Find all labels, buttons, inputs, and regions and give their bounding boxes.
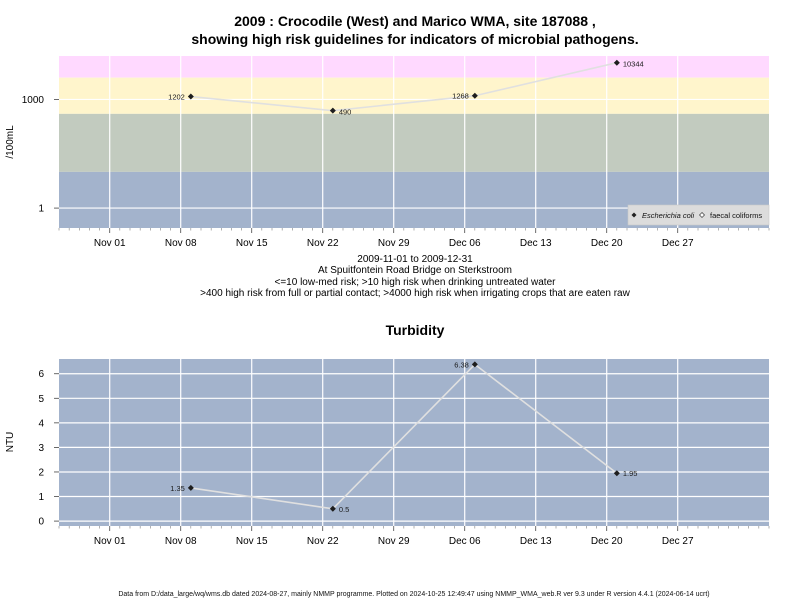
chart1-y-tick-label: 1 xyxy=(38,204,44,215)
chart1-legend: Escherichia coli faecal coliforms xyxy=(627,204,770,226)
risk-band-0 xyxy=(59,56,769,78)
turbidity-point xyxy=(187,484,194,491)
turbidity-line xyxy=(190,363,618,510)
turbidity-point xyxy=(471,361,478,368)
legend-ecoli-label: Escherichia coli xyxy=(642,211,694,220)
chart1-title-line2: showing high risk guidelines for indicat… xyxy=(191,31,638,47)
turbidity-data-label: 1.35 xyxy=(170,484,185,493)
chart2-y-axis-label: NTU xyxy=(5,432,16,453)
chart2-y-tick-label: 1 xyxy=(38,492,44,503)
ecoli-data-label: 1202 xyxy=(168,93,185,102)
chart1-x-tick-label: Nov 22 xyxy=(307,238,339,249)
chart2-background xyxy=(59,359,769,526)
chart2-x-tick-label: Nov 01 xyxy=(94,536,126,547)
risk-bands xyxy=(59,56,769,228)
turbidity-chart: 1.35 0.5 6.38 1.95 Nov 01 Nov 08 Nov 15 Nov 22… xyxy=(5,359,770,547)
chart2-x-tick-label: Dec 06 xyxy=(449,536,481,547)
ecoli-chart: 1202 490 1268 10344 Nov 01 Nov 08 Nov 15 Nov 2… xyxy=(5,56,770,249)
chart1-y-axis-label: /100mL xyxy=(5,125,16,159)
chart2-title: Turbidity xyxy=(386,322,445,338)
chart2-y-tick-label: 4 xyxy=(38,418,44,429)
ecoli-point xyxy=(471,92,478,99)
chart1-axes: Nov 01 Nov 08 Nov 15 Nov 22 Nov 29 Dec 06 Dec … xyxy=(22,95,770,249)
turbidity-data-label: 1.95 xyxy=(623,469,638,478)
chart2-x-tick-label: Dec 13 xyxy=(520,536,552,547)
chart2-x-tick-label: Nov 29 xyxy=(378,536,410,547)
ecoli-data-label: 10344 xyxy=(623,60,644,69)
turbidity-point xyxy=(329,505,336,512)
turbidity-data-label: 0.5 xyxy=(339,505,349,514)
chart1-x-tick-label: Dec 13 xyxy=(520,238,552,249)
chart1-x-tick-label: Dec 06 xyxy=(449,238,481,249)
risk-band-2 xyxy=(59,113,769,172)
chart2-y-tick-label: 6 xyxy=(38,369,44,380)
chart1-title-line1: 2009 : Crocodile (West) and Marico WMA, … xyxy=(234,13,596,29)
chart1-x-tick-label: Nov 15 xyxy=(236,238,268,249)
chart2-axes: Nov 01 Nov 08 Nov 15 Nov 22 Nov 29 Dec 06 Dec … xyxy=(38,369,770,547)
ecoli-point xyxy=(613,59,620,66)
chart1-x-tick-label: Nov 01 xyxy=(94,238,126,249)
caption-date-range: 2009-11-01 to 2009-12-31 xyxy=(357,254,473,265)
chart2-y-tick-label: 3 xyxy=(38,443,44,454)
chart1-x-tick-label: Dec 20 xyxy=(591,238,623,249)
chart2-x-tick-label: Nov 08 xyxy=(165,536,197,547)
chart2-x-tick-label: Nov 15 xyxy=(236,536,268,547)
chart2-y-tick-label: 5 xyxy=(38,394,44,405)
chart2-y-tick-label: 2 xyxy=(38,467,44,478)
chart2-x-tick-label: Dec 27 xyxy=(662,536,694,547)
ecoli-data-label: 1268 xyxy=(452,92,469,101)
chart1-series: 1202 490 1268 10344 xyxy=(168,59,644,117)
chart1-x-tick-label: Nov 08 xyxy=(165,238,197,249)
ecoli-point xyxy=(329,107,336,114)
turbidity-point xyxy=(613,470,620,477)
caption-guideline-1: <=10 low-med risk; >10 high risk when dr… xyxy=(275,277,557,288)
risk-band-1 xyxy=(59,77,769,114)
chart1-x-tick-label: Dec 27 xyxy=(662,238,694,249)
chart1-y-tick-label: 1000 xyxy=(22,95,45,106)
chart2-gridlines xyxy=(59,359,769,526)
ecoli-point xyxy=(187,93,194,100)
ecoli-data-label: 490 xyxy=(339,108,352,117)
legend-faecal-marker xyxy=(699,212,705,218)
chart1-x-tick-label: Nov 29 xyxy=(378,238,410,249)
chart2-x-tick-label: Nov 22 xyxy=(307,536,339,547)
chart2-y-tick-label: 0 xyxy=(38,517,44,528)
caption-site: At Spuitfontein Road Bridge on Sterkstro… xyxy=(318,265,512,276)
chart2-series: 1.35 0.5 6.38 1.95 xyxy=(170,360,637,513)
legend-faecal-label: faecal coliforms xyxy=(710,211,762,220)
footer-note: Data from D:/data_large/wq/wms.db dated … xyxy=(118,591,709,598)
caption-guideline-2: >400 high risk from full or partial cont… xyxy=(200,288,630,299)
legend-ecoli-marker xyxy=(631,212,637,218)
turbidity-data-label: 6.38 xyxy=(454,360,469,369)
ecoli-line xyxy=(190,61,618,112)
chart2-x-tick-label: Dec 20 xyxy=(591,536,623,547)
legend-box xyxy=(627,204,770,226)
